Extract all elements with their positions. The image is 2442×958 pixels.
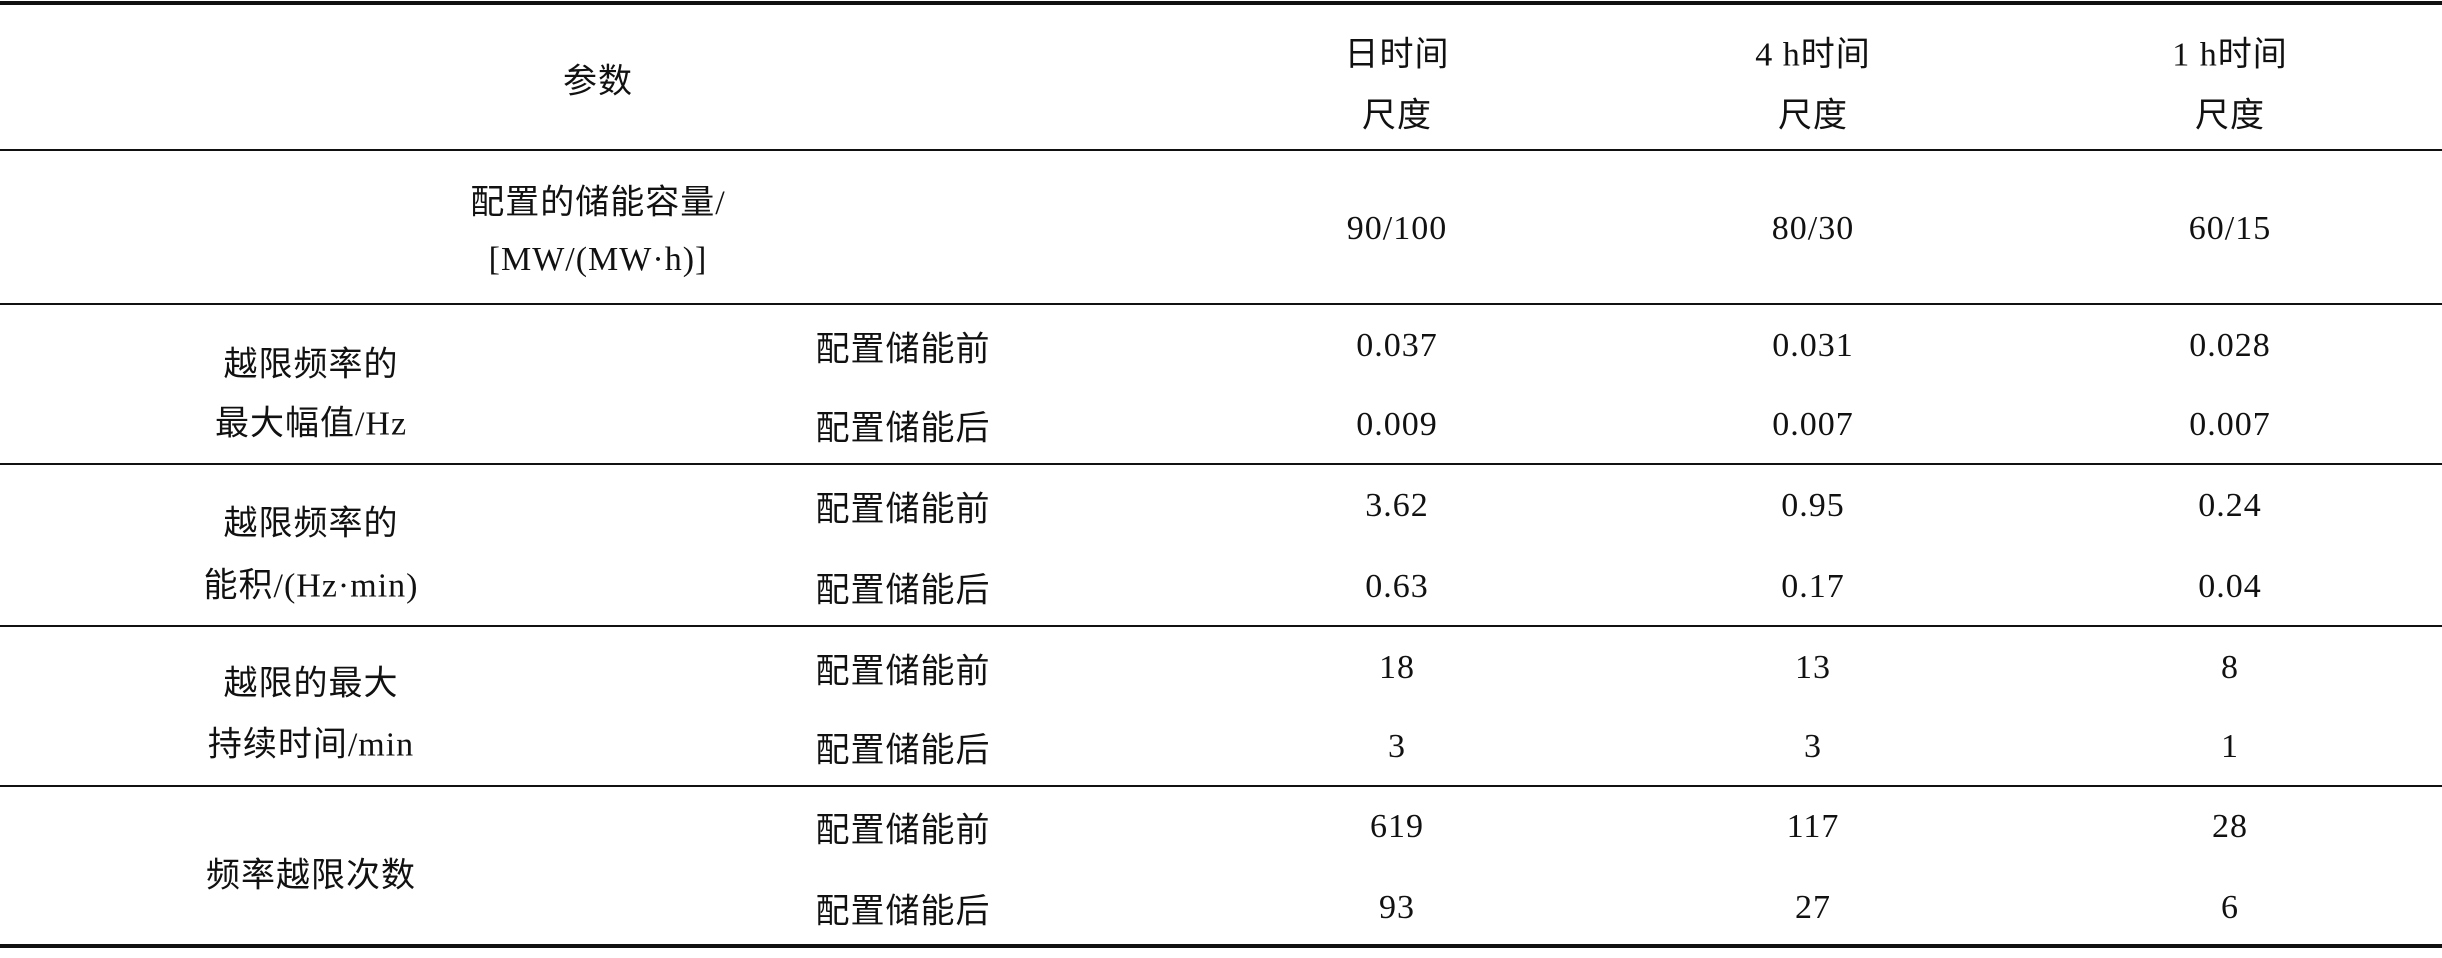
cell-value: 0.009 [1356,406,1438,443]
condition-label: 配置储能前 [815,653,991,691]
cell-value: 0.007 [1772,406,1854,443]
row-label: [MW/(MW·h)] [488,241,708,278]
cell-value: 3 [1388,728,1406,765]
cell-value: 0.63 [1365,568,1429,605]
cell-value: 28 [2212,808,2248,845]
cell-value: 1 [2221,728,2239,765]
group-label: 越限的最大 [223,665,399,703]
cell-value: 0.031 [1772,327,1854,364]
table-rule [0,1,2442,5]
cell-value: 93 [1379,889,1415,926]
header-cell: 4 h时间 [1755,36,1871,74]
cell-value: 0.17 [1781,568,1845,605]
condition-label: 配置储能后 [815,572,991,610]
condition-label: 配置储能前 [815,331,991,369]
condition-label: 配置储能后 [815,893,991,931]
cell-value: 0.04 [2198,568,2262,605]
table-rule [0,303,2442,305]
cell-value: 90/100 [1346,210,1448,247]
table-rule [0,625,2442,627]
cell-value: 8 [2221,649,2239,686]
cell-value: 3 [1804,728,1822,765]
cell-value: 0.007 [2189,406,2271,443]
condition-label: 配置储能后 [815,732,991,770]
cell-value: 619 [1370,808,1424,845]
cell-value: 80/30 [1771,210,1855,247]
cell-value: 117 [1786,808,1840,845]
group-label: 频率越限次数 [206,857,416,895]
cell-value: 6 [2221,889,2239,926]
header-cell: 1 h时间 [2172,36,2288,74]
cell-value: 0.037 [1356,327,1438,364]
header-cell: 参数 [563,63,633,101]
table-rule [0,149,2442,151]
group-label: 持续时间/min [207,726,415,764]
cell-value: 60/15 [2188,210,2272,247]
condition-label: 配置储能后 [815,410,991,448]
row-label: 配置的储能容量/ [470,184,726,222]
cell-value: 0.24 [2198,487,2262,524]
group-label: 能积/(Hz·min) [203,567,419,605]
cell-value: 0.028 [2189,327,2271,364]
header-cell: 尺度 [2195,97,2265,135]
cell-value: 0.95 [1781,487,1845,524]
header-cell: 尺度 [1362,97,1432,135]
table-rule [0,785,2442,787]
cell-value: 18 [1379,649,1415,686]
condition-label: 配置储能前 [815,491,991,529]
header-cell: 尺度 [1778,97,1848,135]
condition-label: 配置储能前 [815,812,991,850]
table-rule [0,944,2442,948]
cell-value: 3.62 [1365,487,1429,524]
cell-value: 27 [1795,889,1831,926]
cell-value: 13 [1795,649,1831,686]
header-cell: 日时间 [1344,36,1450,74]
group-label: 越限频率的 [223,346,399,384]
group-label: 越限频率的 [223,505,399,543]
group-label: 最大幅值/Hz [214,405,408,443]
table-rule [0,463,2442,465]
